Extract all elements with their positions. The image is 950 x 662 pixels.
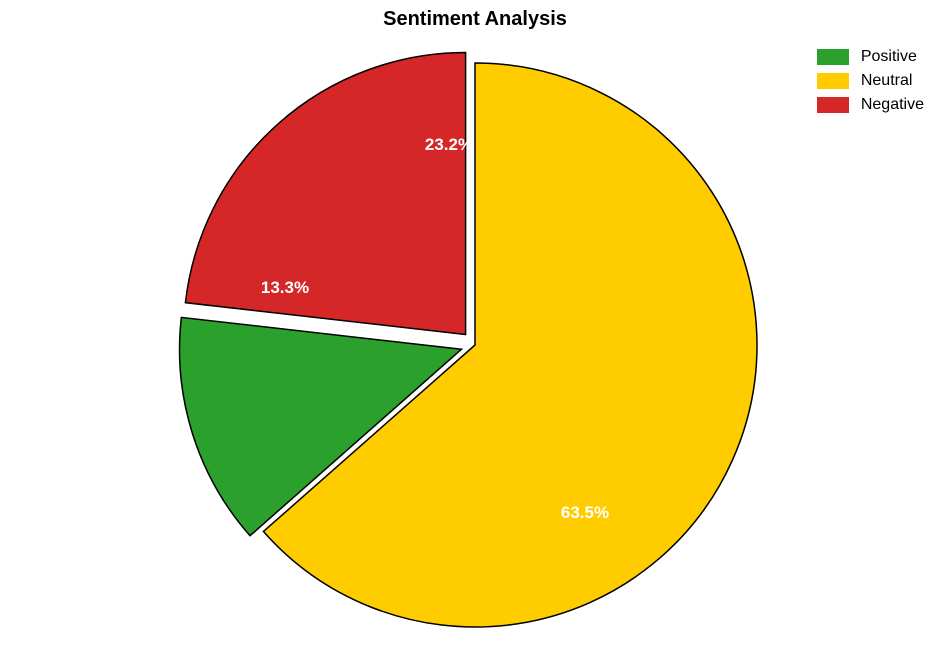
legend-item: Neutral bbox=[817, 72, 924, 90]
legend-item: Positive bbox=[817, 48, 924, 66]
legend-swatch-negative bbox=[817, 97, 849, 113]
slice-label-negative: 23.2% bbox=[425, 135, 473, 155]
legend-label: Positive bbox=[861, 48, 917, 66]
chart-legend: Positive Neutral Negative bbox=[817, 48, 924, 120]
slice-label-positive: 13.3% bbox=[261, 278, 309, 298]
pie-slice-negative bbox=[185, 52, 465, 334]
legend-swatch-positive bbox=[817, 49, 849, 65]
legend-label: Neutral bbox=[861, 72, 913, 90]
legend-item: Negative bbox=[817, 96, 924, 114]
legend-label: Negative bbox=[861, 96, 924, 114]
slice-label-neutral: 63.5% bbox=[561, 503, 609, 523]
pie-chart bbox=[0, 0, 950, 662]
legend-swatch-neutral bbox=[817, 73, 849, 89]
